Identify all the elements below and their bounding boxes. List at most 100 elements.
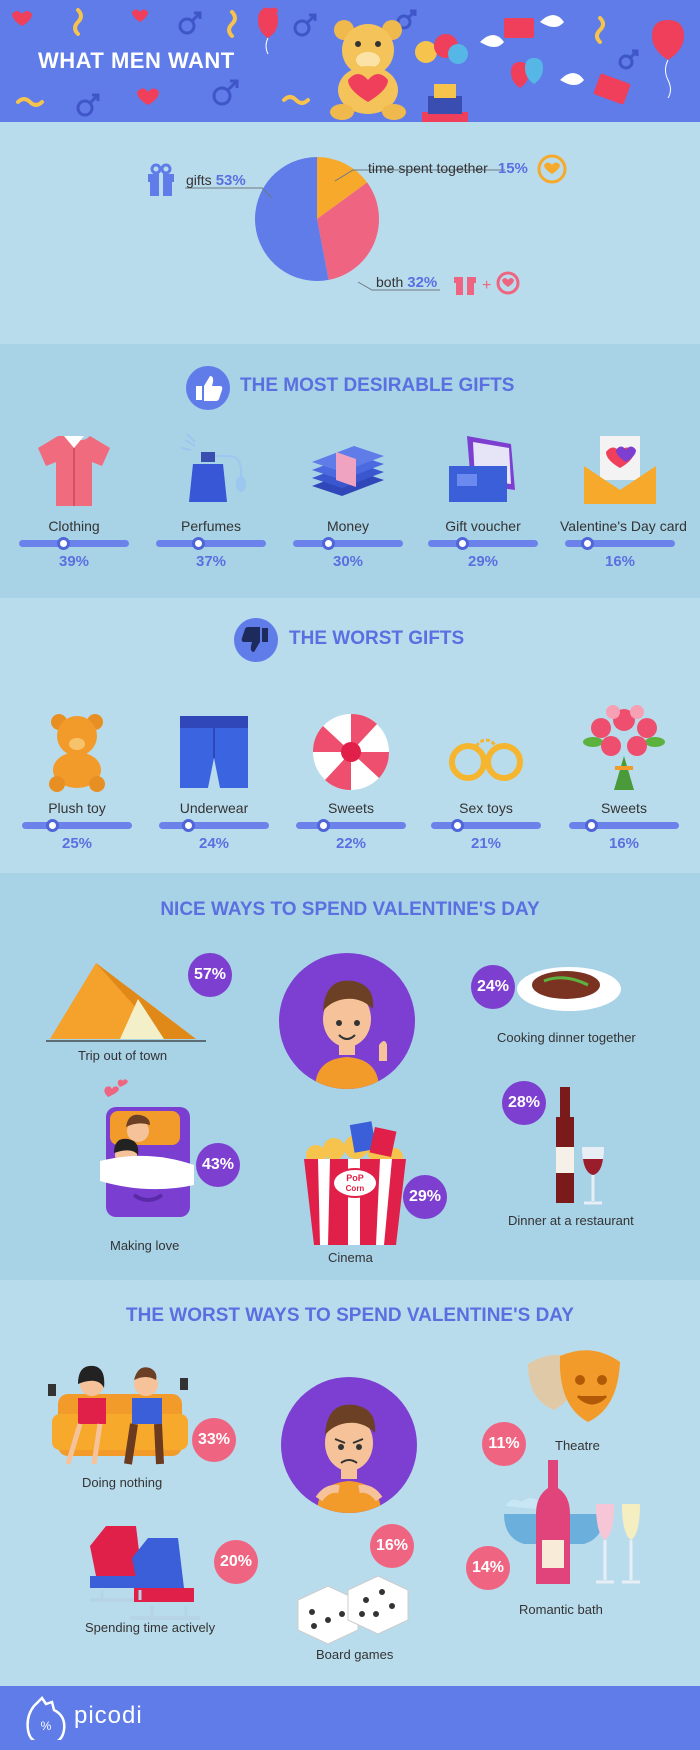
label-doing-nothing: Doing nothing bbox=[82, 1475, 163, 1490]
pie-label-gifts: gifts 53% bbox=[186, 172, 246, 189]
label-restaurant: Dinner at a restaurant bbox=[508, 1213, 634, 1228]
gift-money: Money 30% bbox=[288, 424, 408, 570]
tent-icon bbox=[46, 963, 206, 1042]
pie-slice-both bbox=[317, 182, 379, 280]
svg-text:Corn: Corn bbox=[346, 1184, 365, 1193]
gift-bar bbox=[156, 537, 266, 550]
svg-text:%: % bbox=[41, 1719, 52, 1733]
label-romantic-bath: Romantic bath bbox=[519, 1602, 603, 1617]
badge-spending-time-actively: 20% bbox=[214, 1540, 258, 1584]
happy-man-circle bbox=[279, 953, 415, 1089]
badge-restaurant: 28% bbox=[502, 1081, 546, 1125]
worst-gift-plush-toy: Plush toy 25% bbox=[17, 706, 137, 852]
gift-bar bbox=[431, 819, 541, 832]
money-stack-icon bbox=[312, 446, 384, 496]
couple-on-couch-icon bbox=[48, 1365, 188, 1465]
gift-bar bbox=[19, 537, 129, 550]
bar-knob bbox=[182, 819, 196, 832]
nice-ways-section: NICE WAYS TO SPEND VALENTINE'S DAY 57% T… bbox=[0, 873, 700, 1280]
badge-doing-nothing: 33% bbox=[192, 1418, 236, 1462]
gift-bar bbox=[159, 819, 269, 832]
bath-champagne-icon bbox=[504, 1460, 640, 1584]
bar-knob bbox=[584, 819, 598, 832]
shirt-icon bbox=[38, 436, 110, 506]
worst-gift-sweets-lollipop: Sweets 22% bbox=[291, 706, 411, 852]
teddy-bear-icon bbox=[49, 714, 105, 792]
voucher-envelope-icon bbox=[449, 436, 515, 502]
gift-bar bbox=[565, 537, 675, 550]
wine-bottle-icon bbox=[556, 1087, 604, 1205]
pie-chart bbox=[185, 157, 505, 291]
pie-slice-time-spent-together bbox=[317, 157, 368, 219]
couple-bed-icon bbox=[100, 1079, 194, 1217]
pie-slice-gifts bbox=[254, 157, 329, 281]
header-banner: WHAT MEN WANT bbox=[0, 0, 700, 122]
pie-label-time-together: time spent together 15% bbox=[368, 160, 528, 177]
perfume-icon bbox=[180, 433, 246, 502]
worst-gifts-title: THE WORST GIFTS bbox=[289, 628, 465, 649]
gift-voucher: Gift voucher 29% bbox=[423, 424, 543, 570]
underwear-icon bbox=[180, 716, 248, 788]
badge-trip: 57% bbox=[188, 953, 232, 997]
bar-knob bbox=[580, 537, 594, 550]
header-decorations bbox=[12, 7, 684, 122]
svg-text:+: + bbox=[482, 277, 491, 294]
badge-cooking: 24% bbox=[471, 965, 515, 1009]
bar-knob bbox=[322, 537, 336, 550]
worst-ways-title: THE WORST WAYS TO SPEND VALENTINE'S DAY bbox=[126, 1305, 574, 1326]
desirable-gifts-section: THE MOST DESIRABLE GIFTS Clothing 39% Pe… bbox=[0, 344, 700, 598]
label-making-love: Making love bbox=[110, 1238, 180, 1253]
picodi-logo-icon: % bbox=[26, 1696, 66, 1740]
time-heart-icon bbox=[537, 154, 567, 184]
label-theatre: Theatre bbox=[555, 1438, 600, 1453]
badge-making-love: 43% bbox=[196, 1143, 240, 1187]
label-trip: Trip out of town bbox=[78, 1048, 168, 1063]
pie-section: gifts 53% time spent together 15% both 32% … bbox=[0, 122, 700, 344]
worst-ways-section: THE WORST WAYS TO SPEND VALENTINE'S DAY … bbox=[0, 1280, 700, 1686]
ice-skates-icon bbox=[90, 1526, 200, 1620]
bar-knob bbox=[46, 819, 60, 832]
lollipop-icon bbox=[312, 713, 390, 791]
label-cooking: Cooking dinner together bbox=[497, 1030, 636, 1045]
flower-bouquet-icon bbox=[583, 705, 665, 790]
bar-knob bbox=[56, 537, 70, 550]
footer: % picodi bbox=[0, 1686, 700, 1750]
gift-bar bbox=[296, 819, 406, 832]
popcorn-icon: PoP Corn bbox=[304, 1121, 406, 1245]
thumbs-down-icon bbox=[234, 618, 278, 662]
gift-clothing: Clothing 39% bbox=[14, 424, 134, 570]
grumpy-man-circle bbox=[281, 1377, 417, 1513]
happy-man-icon bbox=[315, 980, 387, 1089]
steak-plate-icon bbox=[517, 967, 621, 1011]
thumbs-up-icon bbox=[186, 366, 230, 410]
gift-bar bbox=[428, 537, 538, 550]
gift-bar bbox=[293, 537, 403, 550]
gift-perfumes: Perfumes 37% bbox=[151, 424, 271, 570]
badge-board-games: 16% bbox=[370, 1524, 414, 1568]
bar-knob bbox=[451, 819, 465, 832]
theatre-masks-icon bbox=[528, 1350, 620, 1422]
label-cinema: Cinema bbox=[328, 1250, 373, 1265]
worst-gifts-section: THE WORST GIFTS Plush toy 25% Underwear … bbox=[0, 598, 700, 873]
gift-bar bbox=[22, 819, 132, 832]
handcuffs-icon bbox=[449, 738, 523, 781]
worst-gift-sweets-flowers: Sweets 16% bbox=[564, 705, 684, 852]
worst-gift-sex-toys: Sex toys 21% bbox=[426, 706, 546, 852]
valentine-card-icon bbox=[584, 436, 656, 504]
gift-plus-time-icon: + bbox=[454, 271, 520, 295]
gift-icon bbox=[148, 163, 174, 196]
dice-icon bbox=[297, 1575, 409, 1645]
badge-cinema: 29% bbox=[403, 1175, 447, 1219]
badge-theatre: 11% bbox=[482, 1422, 526, 1466]
bar-knob bbox=[317, 819, 331, 832]
brand-name: picodi bbox=[74, 1702, 143, 1729]
worst-gift-underwear: Underwear 24% bbox=[154, 706, 274, 852]
gift-valentines-card: Valentine's Day card 16% bbox=[560, 424, 687, 570]
svg-text:PoP: PoP bbox=[346, 1173, 364, 1183]
desirable-gifts-title: THE MOST DESIRABLE GIFTS bbox=[240, 375, 515, 396]
grumpy-man-icon bbox=[315, 1404, 383, 1513]
gift-bar bbox=[569, 819, 679, 832]
main-title: WHAT MEN WANT bbox=[38, 48, 235, 73]
pie-label-both: both 32% bbox=[376, 274, 438, 291]
bar-knob bbox=[456, 537, 470, 550]
